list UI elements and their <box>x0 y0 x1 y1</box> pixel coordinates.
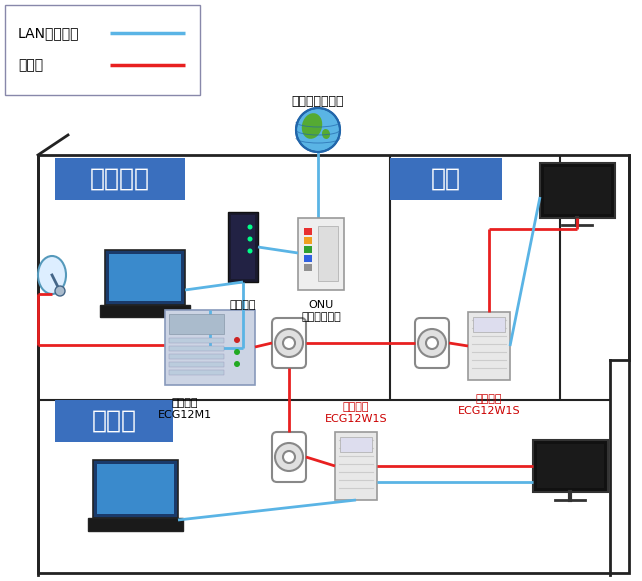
Text: ONU
（終端装置）: ONU （終端装置） <box>301 300 341 322</box>
Text: ルーター: ルーター <box>230 300 256 310</box>
Circle shape <box>55 286 65 296</box>
Bar <box>55 400 173 442</box>
Circle shape <box>418 329 446 357</box>
Bar <box>544 167 611 214</box>
Text: 同軸線: 同軸線 <box>18 58 43 72</box>
Ellipse shape <box>322 129 330 139</box>
Circle shape <box>275 329 303 357</box>
Text: インターネット: インターネット <box>291 95 344 108</box>
Circle shape <box>275 443 303 471</box>
Bar <box>5 5 200 95</box>
Bar <box>169 370 224 375</box>
Bar <box>100 305 190 317</box>
Bar <box>390 158 502 200</box>
Bar <box>169 354 224 359</box>
Circle shape <box>248 249 252 253</box>
Ellipse shape <box>312 114 318 122</box>
Bar <box>298 218 344 290</box>
Circle shape <box>248 236 252 242</box>
Text: ＜親機＞
ECG12M1: ＜親機＞ ECG12M1 <box>158 398 212 419</box>
Bar <box>88 518 183 531</box>
Text: LANケーブル: LANケーブル <box>18 26 80 40</box>
Bar <box>468 312 510 380</box>
Bar <box>318 226 338 281</box>
Circle shape <box>296 108 340 152</box>
Bar <box>169 346 224 351</box>
Bar <box>304 246 312 253</box>
Bar <box>109 254 181 301</box>
Bar <box>231 215 255 279</box>
Bar <box>165 310 255 385</box>
Text: ＜子機＞
ECG12W1S: ＜子機＞ ECG12W1S <box>325 403 387 424</box>
Bar <box>169 314 224 334</box>
Bar <box>537 444 604 488</box>
Bar <box>304 228 312 235</box>
Text: 事務所: 事務所 <box>92 409 137 433</box>
Circle shape <box>283 337 295 349</box>
Bar <box>340 437 372 452</box>
Bar <box>93 460 178 518</box>
Bar <box>540 163 615 218</box>
Bar <box>335 432 377 500</box>
Bar <box>169 362 224 367</box>
FancyBboxPatch shape <box>415 318 449 368</box>
Circle shape <box>283 451 295 463</box>
Text: リビング: リビング <box>90 167 150 191</box>
Circle shape <box>234 349 240 355</box>
Circle shape <box>248 224 252 229</box>
Ellipse shape <box>38 256 66 294</box>
Bar <box>473 317 505 332</box>
FancyBboxPatch shape <box>272 318 306 368</box>
Bar <box>228 212 258 282</box>
Text: ＜子機＞
ECG12W1S: ＜子機＞ ECG12W1S <box>458 394 520 415</box>
FancyBboxPatch shape <box>272 432 306 482</box>
Circle shape <box>426 337 438 349</box>
Bar <box>105 250 185 305</box>
Bar <box>97 464 174 514</box>
Bar <box>55 158 185 200</box>
Bar <box>169 338 224 343</box>
Text: 寝室: 寝室 <box>431 167 461 191</box>
Bar <box>304 237 312 244</box>
Bar <box>38 155 629 573</box>
Bar <box>533 440 608 492</box>
Ellipse shape <box>302 113 322 139</box>
Bar <box>304 255 312 262</box>
Circle shape <box>234 361 240 367</box>
Circle shape <box>234 337 240 343</box>
Bar <box>304 264 312 271</box>
